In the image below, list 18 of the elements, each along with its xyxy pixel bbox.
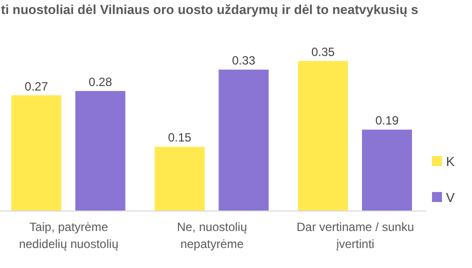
x-tick-label: Ne, nuostolių nepatyrėme [176,220,248,251]
data-label: 0.28 [88,75,112,89]
x-tick-label: Dar vertiname / sunku įvertinti [296,220,414,251]
legend-label: K [446,154,455,168]
data-label: 0.33 [232,54,256,68]
bar [218,70,269,211]
bar [362,130,412,211]
bar [154,146,205,211]
bar [75,91,126,211]
data-label: 0.19 [375,114,399,128]
bar [298,61,348,211]
x-tick-label: Taip, patyrėme nedidelių nuostolių [18,220,119,251]
data-label: 0.27 [24,79,48,94]
bar [11,95,62,211]
data-label: 0.35 [311,45,335,59]
data-label: 0.15 [168,130,192,145]
chart-title: ti nuostoliai dėl Vilniaus oro uosto uždarymų ir dėl to neatvykusių s [1,2,418,17]
legend-label: V [446,190,455,204]
